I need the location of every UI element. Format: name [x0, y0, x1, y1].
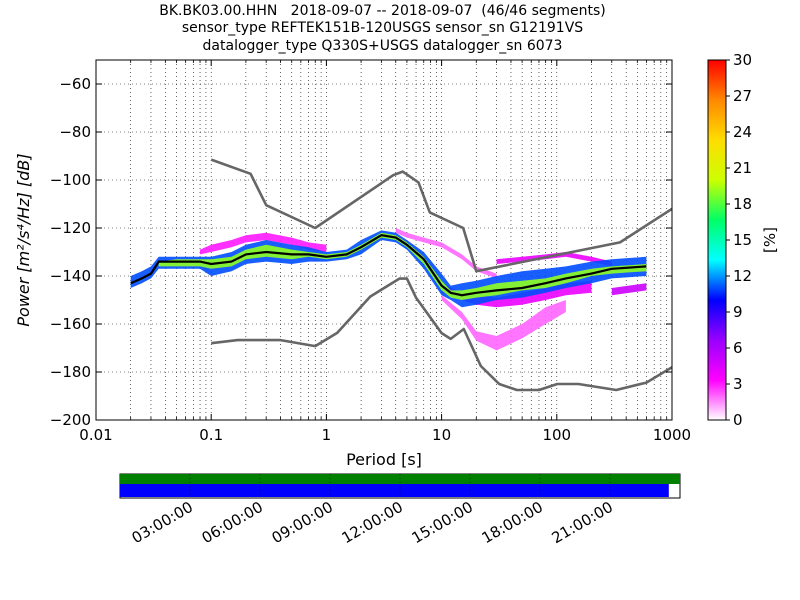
- y-tick-label: −100: [50, 171, 91, 189]
- x-tick-label: 1000: [653, 426, 691, 444]
- noise-models: [210, 158, 672, 392]
- colorbar-tick-label: 24: [733, 123, 752, 141]
- colorbar-tick-label: 0: [733, 411, 743, 429]
- colorbar-tick-label: 27: [733, 87, 752, 105]
- x-tick-label: 10: [432, 426, 451, 444]
- timeline-tick-label: 09:00:00: [269, 498, 336, 547]
- timeline-tick-label: 06:00:00: [199, 498, 266, 547]
- y-axis-label: Power [m²/s⁴/Hz] [dB]: [14, 153, 33, 326]
- psd-outlier-band: [611, 283, 647, 296]
- y-tick-label: −200: [50, 411, 91, 429]
- psd-density-band: [158, 232, 647, 300]
- title-line-sensor: sensor_type REFTEK151B-120USGS sensor_sn…: [181, 20, 584, 36]
- low-noise-model-line: [211, 277, 672, 392]
- y-tick-label: −80: [59, 123, 91, 141]
- timeline-tick-label: 15:00:00: [409, 498, 476, 547]
- plot-frame: [95, 59, 673, 421]
- y-tick-label: −120: [50, 219, 91, 237]
- psd-outlier-band: [496, 252, 612, 267]
- colorbar-tick-label: 3: [733, 375, 743, 393]
- x-tick-label: 1: [322, 426, 332, 444]
- timeline-tick-label: 12:00:00: [339, 498, 406, 547]
- colorbar-tick-label: 9: [733, 303, 743, 321]
- x-tick-label: 0.01: [79, 426, 112, 444]
- timeline-tick-label: 18:00:00: [479, 498, 546, 547]
- title-line-datalogger: datalogger_type Q330S+USGS datalogger_sn…: [202, 38, 563, 54]
- title-line-network-station: BK.BK03.00.HHN 2018-09-07 -- 2018-09-07 …: [159, 3, 606, 19]
- psd-mode-curve: [130, 234, 647, 297]
- x-axis-label: Period [s]: [346, 450, 422, 469]
- colorbar-tick-label: 6: [733, 339, 743, 357]
- colorbar-label: [%]: [761, 227, 779, 253]
- psd-outlier-band: [200, 232, 327, 255]
- x-tick-label: 100: [542, 426, 571, 444]
- y-tick-label: −140: [50, 267, 91, 285]
- timeline-tick-label: 21:00:00: [549, 498, 616, 547]
- colorbar-tick-label: 30: [733, 51, 752, 69]
- axes: 0.01 0.1 1 10 100 1000 −60 −80 −100 −120 −140 −160 −…: [50, 60, 691, 444]
- colorbar: 0 3 6 9 12 15 18 21 24 27 30: [707, 51, 752, 429]
- colorbar-tick-label: 12: [733, 267, 752, 285]
- colorbar-gradient: [707, 59, 727, 421]
- data-coverage-timeline: 03:00:00 06:00:00 09:00:00 12:00:00 15:00:00…: [119, 473, 681, 547]
- colorbar-tick-label: 21: [733, 159, 752, 177]
- high-noise-model-line: [210, 158, 672, 273]
- psd-outlier-band: [441, 295, 566, 351]
- x-tick-label: 0.1: [199, 426, 223, 444]
- psd-outlier-band: [395, 228, 497, 279]
- timeline-tick-label: 03:00:00: [129, 498, 196, 547]
- psd-heatmap: [130, 228, 647, 351]
- colorbar-tick-label: 15: [733, 231, 752, 249]
- y-tick-label: −180: [50, 363, 91, 381]
- y-tick-label: −160: [50, 315, 91, 333]
- timeline-coverage-bar: [120, 484, 669, 497]
- colorbar-tick-label: 18: [733, 195, 752, 213]
- y-tick-label: −60: [59, 75, 91, 93]
